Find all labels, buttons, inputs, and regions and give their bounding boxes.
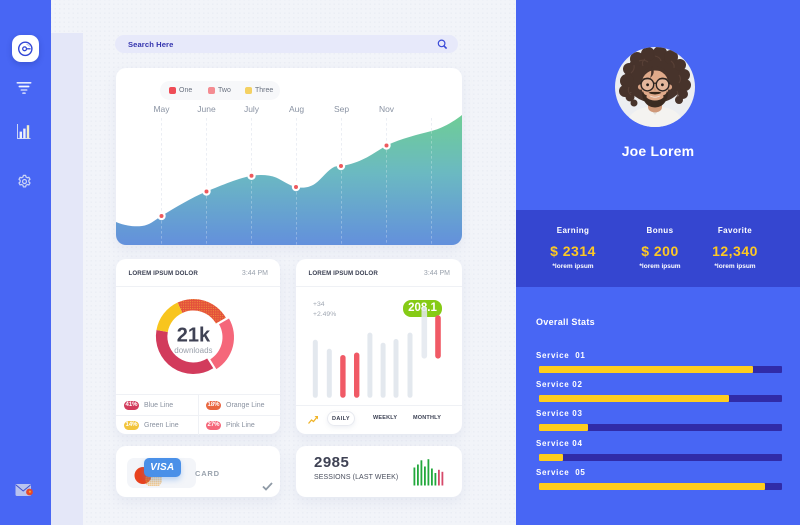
- svg-text:downloads: downloads: [174, 346, 212, 355]
- svg-text:July: July: [244, 104, 260, 114]
- svg-text:Nov: Nov: [379, 104, 395, 114]
- svg-text:June: June: [197, 104, 216, 114]
- svg-text:Sep: Sep: [334, 104, 349, 114]
- svg-text:May: May: [153, 104, 170, 114]
- svg-text:Aug: Aug: [289, 104, 304, 114]
- svg-text:21k: 21k: [177, 325, 211, 347]
